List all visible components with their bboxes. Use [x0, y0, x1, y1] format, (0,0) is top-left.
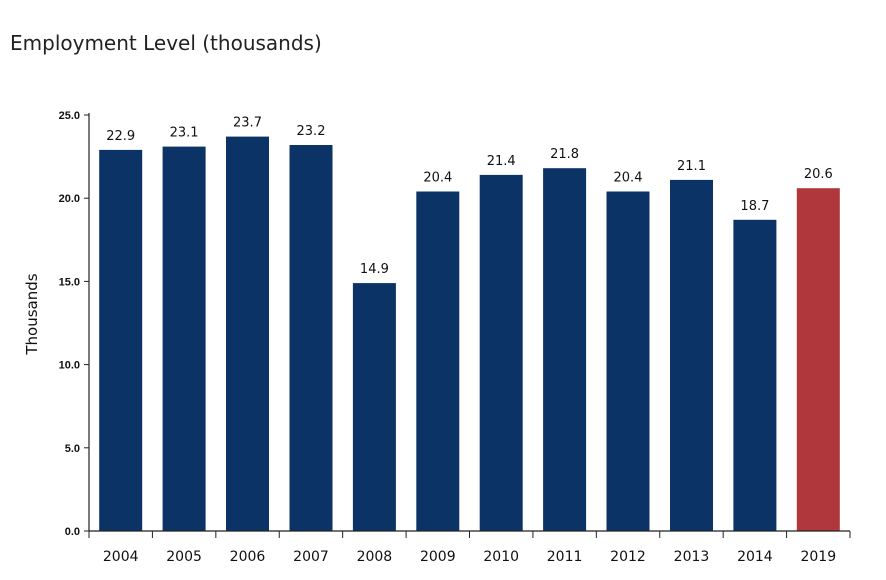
y-tick-label-5: 25.0 — [59, 110, 80, 122]
data-label-2013: 21.1 — [677, 159, 706, 174]
data-label-2012: 20.4 — [614, 171, 643, 186]
bar-2019 — [796, 188, 840, 531]
bar-2011 — [543, 168, 587, 531]
bar-2007 — [289, 145, 333, 531]
bar-2008 — [352, 283, 396, 531]
data-label-2005: 23.1 — [170, 126, 199, 141]
x-tick-label-2014: 2014 — [737, 549, 773, 565]
x-tick-label-2007: 2007 — [293, 549, 329, 565]
bar-2010 — [479, 174, 523, 531]
x-tick-label-2013: 2013 — [674, 549, 710, 565]
data-label-2010: 21.4 — [487, 154, 516, 169]
data-label-2008: 14.9 — [360, 262, 389, 277]
x-tick-label-2011: 2011 — [547, 549, 583, 565]
bar-2013 — [670, 179, 713, 531]
x-tick-label-2010: 2010 — [483, 549, 519, 565]
data-label-2019: 20.6 — [804, 167, 833, 182]
x-tick-label-2008: 2008 — [357, 549, 393, 565]
y-tick-label-3: 15.0 — [59, 276, 80, 288]
y-tick-label-4: 20.0 — [59, 193, 80, 205]
data-label-2011: 21.8 — [550, 147, 579, 162]
x-tick-label-2019: 2019 — [800, 549, 836, 565]
data-labels-layer: 22.9 23.1 23.7 23.2 14.9 20.4 21.4 21.8 20.4 21.1… — [106, 116, 833, 278]
data-label-2009: 20.4 — [423, 171, 452, 186]
axes-layer: 2004 2005 2006 2007 2008 2009 2010 2011 2012 2013… — [59, 110, 851, 565]
data-label-2004: 22.9 — [106, 129, 135, 144]
data-label-2007: 23.2 — [297, 124, 326, 139]
x-tick-label-2004: 2004 — [103, 549, 139, 565]
y-axis-label: Thousands — [23, 273, 41, 355]
x-tick-label-2012: 2012 — [610, 549, 646, 565]
data-label-2006: 23.7 — [233, 116, 262, 131]
bar-2006 — [226, 136, 269, 531]
bars-layer — [99, 136, 840, 532]
x-tick-label-2005: 2005 — [166, 549, 202, 565]
bar-2012 — [606, 191, 650, 531]
y-tick-label-1: 5.0 — [65, 443, 80, 455]
y-tick-label-2: 10.0 — [59, 360, 80, 372]
y-tick-label-0: 0.0 — [65, 526, 80, 538]
data-label-2014: 18.7 — [740, 199, 769, 214]
bar-2014 — [733, 219, 777, 532]
bar-2004 — [99, 149, 143, 531]
bar-2005 — [162, 146, 206, 531]
x-tick-label-2006: 2006 — [230, 549, 266, 565]
chart-title: Employment Level (thousands) — [10, 31, 322, 55]
bar-2009 — [416, 191, 460, 531]
x-tick-label-2009: 2009 — [420, 549, 456, 565]
